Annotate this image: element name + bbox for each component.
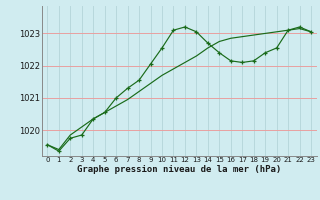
X-axis label: Graphe pression niveau de la mer (hPa): Graphe pression niveau de la mer (hPa) — [77, 165, 281, 174]
